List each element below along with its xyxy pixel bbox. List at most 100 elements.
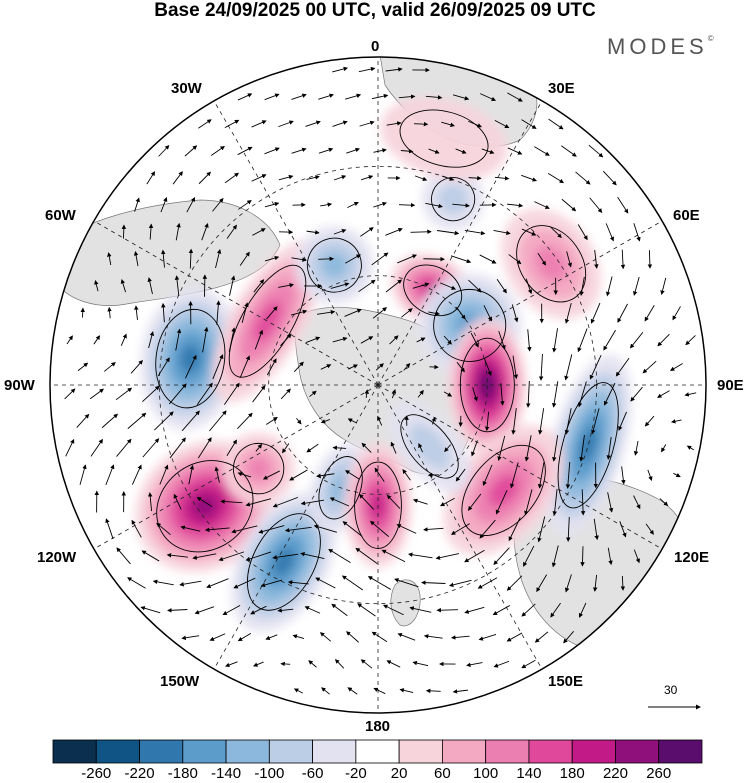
- wind-arrow: [346, 147, 360, 154]
- wind-arrow: [224, 119, 240, 129]
- wind-arrow: [266, 416, 278, 425]
- wind-arrow: [660, 277, 667, 295]
- wind-arrow: [272, 553, 299, 560]
- wind-arrow: [287, 580, 309, 585]
- wind-arrow: [319, 632, 332, 642]
- wind-arrow: [116, 547, 131, 565]
- wind-arrow: [180, 525, 201, 532]
- wind-arrow: [590, 302, 601, 324]
- new-zealand-landmass: [390, 579, 421, 627]
- wind-arrow: [657, 333, 670, 347]
- wind-arrow: [367, 576, 391, 590]
- map-boundary: [49, 56, 707, 714]
- wind-arrow: [280, 661, 291, 667]
- wind-arrow: [121, 224, 127, 239]
- wind-arrow: [147, 492, 153, 512]
- wind-arrow: [478, 633, 497, 641]
- wind-arrow: [492, 605, 511, 616]
- wind-arrow: [237, 93, 253, 101]
- wind-arrow: [266, 358, 277, 376]
- wind-arrow: [493, 230, 511, 236]
- wind-arrow: [484, 358, 492, 376]
- wind-arrow: [315, 577, 336, 589]
- wind-arrow: [452, 94, 470, 101]
- wind-arrow: [685, 335, 696, 346]
- wind-arrow: [412, 660, 429, 667]
- wind-arrow: [202, 326, 209, 353]
- wind-arrow: [289, 469, 308, 481]
- wind-arrow: [345, 254, 361, 264]
- wind-arrow: [359, 120, 375, 127]
- wind-arrow: [216, 300, 221, 325]
- wind-arrow: [107, 306, 112, 319]
- wind-arrow: [647, 250, 653, 269]
- meridian-line: [213, 100, 379, 386]
- anomaly-contour: [488, 474, 519, 507]
- wind-arrow: [551, 381, 559, 408]
- wind-arrow: [615, 357, 630, 377]
- wind-arrow: [159, 464, 169, 485]
- anomaly-contour: [437, 183, 469, 215]
- wind-arrow: [332, 66, 349, 73]
- wind-arrow: [341, 575, 364, 591]
- wind-arrow: [394, 578, 419, 588]
- wind-arrow: [329, 497, 350, 507]
- anomaly-isoline: [461, 444, 546, 536]
- wind-arrow: [483, 305, 492, 322]
- wind-arrow: [450, 523, 470, 535]
- wind-arrow: [173, 493, 182, 510]
- wind-arrow: [551, 545, 559, 568]
- wind-arrow: [671, 419, 682, 424]
- wind-arrow: [147, 277, 153, 295]
- lon-label-upper-left: 60W: [45, 207, 76, 224]
- anomaly-cell: [501, 208, 602, 319]
- wind-arrow: [659, 498, 669, 507]
- wind-arrow: [566, 251, 572, 268]
- wind-arrow: [552, 489, 558, 516]
- wind-arrow: [523, 545, 535, 567]
- wind-arrow: [318, 147, 334, 154]
- wind-arrow: [534, 631, 549, 643]
- anomaly-field: [135, 97, 632, 632]
- wind-arrow: [495, 490, 508, 515]
- wind-arrow: [607, 547, 613, 566]
- wind-arrow: [166, 552, 188, 558]
- wind-arrow: [538, 408, 545, 435]
- anomaly-contour: [380, 97, 508, 180]
- wind-arrow: [391, 388, 397, 399]
- wind-arrow: [386, 121, 402, 126]
- wind-arrow: [264, 147, 280, 155]
- wind-arrow: [579, 276, 585, 296]
- wind-arrow: [292, 634, 305, 639]
- wind-arrow: [130, 359, 143, 374]
- wind-arrow: [467, 493, 482, 511]
- lon-label-top-left: 30W: [171, 80, 202, 97]
- wind-arrow: [421, 580, 446, 585]
- wind-arrow: [450, 255, 472, 264]
- colorbar-swatch: [312, 739, 357, 764]
- anomaly-contour: [273, 548, 295, 576]
- wind-arrow: [304, 606, 321, 614]
- wind-arrow: [116, 438, 132, 457]
- anomaly-isoline: [400, 414, 459, 479]
- lon-label-upper-right: 60E: [673, 207, 700, 224]
- wind-arrow: [507, 203, 524, 208]
- wind-arrow: [330, 282, 350, 289]
- wind-arrow: [371, 93, 389, 100]
- wind-arrow: [142, 385, 160, 403]
- wind-arrow: [633, 223, 641, 242]
- wind-arrow: [644, 304, 655, 322]
- wind-arrow: [669, 363, 683, 371]
- wind-arrow: [428, 148, 440, 154]
- anomaly-isoline: [403, 264, 463, 317]
- wind-arrow: [161, 249, 166, 268]
- latitude-circle: [268, 275, 488, 495]
- wind-arrow: [448, 579, 472, 587]
- wind-arrow: [412, 498, 428, 505]
- wind-arrow: [76, 413, 90, 428]
- wind-arrow: [661, 444, 667, 453]
- wind-arrow: [389, 335, 399, 345]
- wind-arrow: [175, 328, 182, 351]
- wind-arrow: [225, 661, 238, 668]
- wind-arrow: [409, 606, 432, 613]
